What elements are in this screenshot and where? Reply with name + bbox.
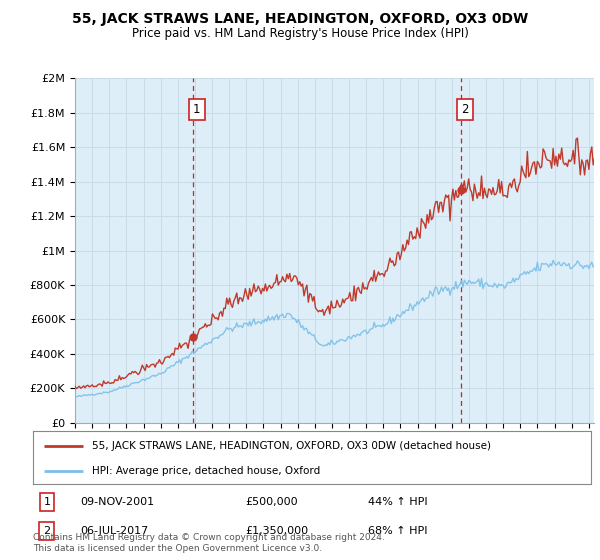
Text: 2: 2 — [461, 103, 469, 116]
Text: 68% ↑ HPI: 68% ↑ HPI — [368, 526, 427, 536]
Text: 2: 2 — [43, 526, 50, 536]
Text: Price paid vs. HM Land Registry's House Price Index (HPI): Price paid vs. HM Land Registry's House … — [131, 27, 469, 40]
Text: 55, JACK STRAWS LANE, HEADINGTON, OXFORD, OX3 0DW: 55, JACK STRAWS LANE, HEADINGTON, OXFORD… — [72, 12, 528, 26]
Text: 1: 1 — [43, 497, 50, 507]
Text: 1: 1 — [193, 103, 200, 116]
Text: HPI: Average price, detached house, Oxford: HPI: Average price, detached house, Oxfo… — [92, 466, 320, 476]
Text: £500,000: £500,000 — [245, 497, 298, 507]
Text: £1,350,000: £1,350,000 — [245, 526, 308, 536]
Text: 09-NOV-2001: 09-NOV-2001 — [80, 497, 155, 507]
Text: Contains HM Land Registry data © Crown copyright and database right 2024.
This d: Contains HM Land Registry data © Crown c… — [33, 533, 385, 553]
Text: 55, JACK STRAWS LANE, HEADINGTON, OXFORD, OX3 0DW (detached house): 55, JACK STRAWS LANE, HEADINGTON, OXFORD… — [92, 441, 491, 451]
Text: 06-JUL-2017: 06-JUL-2017 — [80, 526, 149, 536]
Text: 44% ↑ HPI: 44% ↑ HPI — [368, 497, 427, 507]
